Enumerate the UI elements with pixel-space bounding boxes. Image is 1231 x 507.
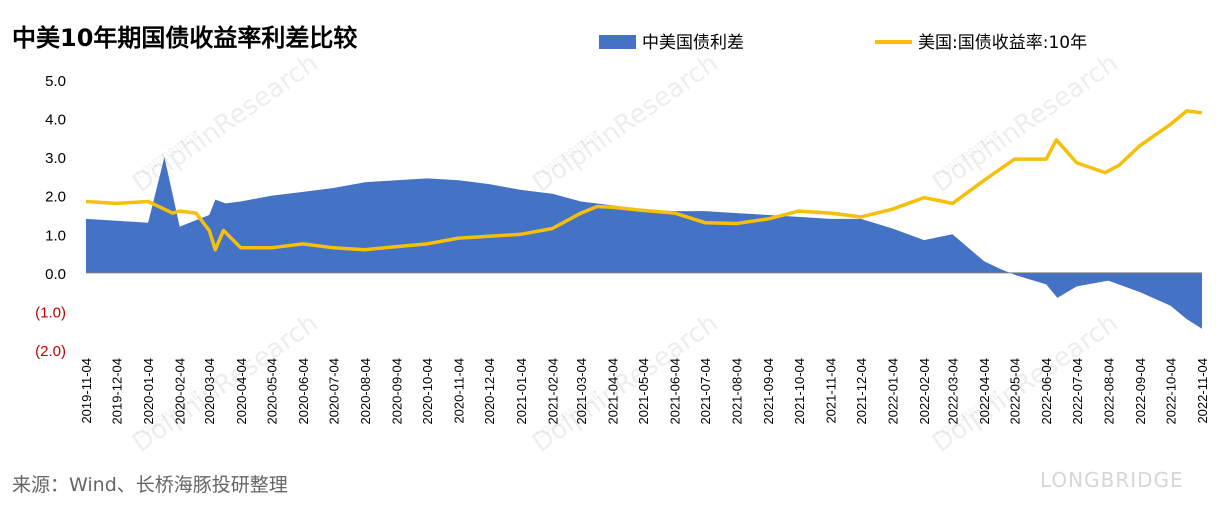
- x-tick-label: 2021-01-04: [514, 358, 529, 425]
- watermark-text: DolphinResearch: [527, 48, 724, 198]
- spread-area: [86, 157, 1202, 329]
- x-tick-label: 2022-08-04: [1101, 358, 1116, 425]
- y-axis: 5.0 4.0 3.0 2.0 1.0 0.0 (1.0) (2.0): [35, 73, 66, 360]
- chart-title: 中美10年期国债收益率利差比较: [12, 24, 358, 52]
- x-tick-label: 2022-07-04: [1070, 358, 1085, 425]
- x-tick-label: 2021-03-04: [574, 358, 589, 425]
- x-tick-label: 2022-10-04: [1163, 358, 1178, 425]
- x-tick-label: 2020-12-04: [482, 358, 497, 425]
- source-note: 来源：Wind、长桥海豚投研整理: [12, 474, 288, 496]
- y-tick-label: 2.0: [45, 189, 66, 206]
- x-tick-label: 2019-11-04: [79, 358, 94, 424]
- x-tick-label: 2021-07-04: [698, 358, 713, 425]
- y-tick-label: 0.0: [45, 266, 66, 283]
- x-tick-label: 2021-09-04: [761, 358, 776, 425]
- x-tick-label: 2020-08-04: [358, 358, 373, 425]
- x-tick-label: 2021-11-04: [823, 358, 838, 424]
- x-tick-label: 2022-02-04: [917, 358, 932, 425]
- x-tick-label: 2021-08-04: [730, 358, 745, 425]
- x-tick-label: 2020-01-04: [141, 358, 156, 425]
- x-tick-label: 2022-05-04: [1008, 358, 1023, 425]
- longbridge-logo-watermark: LONGBRIDGE: [1040, 468, 1184, 492]
- x-tick-label: 2021-06-04: [668, 358, 683, 425]
- x-tick-label: 2021-02-04: [545, 358, 560, 425]
- x-tick-label: 2021-10-04: [792, 358, 807, 425]
- x-axis: 2019-11-04 2019-12-04 2020-01-04 2020-02-04…: [79, 358, 1210, 425]
- x-tick-label: 2020-06-04: [296, 358, 311, 425]
- watermark-text: DolphinResearch: [127, 308, 324, 458]
- y-tick-label: (1.0): [35, 304, 66, 321]
- legend: 中美国债利差 美国:国债收益率:10年: [599, 33, 1087, 53]
- x-tick-label: 2021-05-04: [636, 358, 651, 425]
- legend-label-us10y: 美国:国债收益率:10年: [918, 33, 1087, 53]
- x-tick-label: 2020-03-04: [202, 358, 217, 425]
- x-tick-label: 2021-12-04: [854, 358, 869, 425]
- x-tick-label: 2022-04-04: [977, 358, 992, 425]
- legend-label-spread: 中美国债利差: [642, 33, 744, 53]
- x-tick-label: 2020-04-04: [234, 358, 249, 425]
- watermark-text: DolphinResearch: [127, 48, 324, 198]
- x-tick-label: 2021-04-04: [605, 358, 620, 425]
- y-tick-label: 1.0: [45, 227, 66, 244]
- x-tick-label: 2022-01-04: [885, 358, 900, 425]
- y-tick-label: 3.0: [45, 150, 66, 167]
- x-tick-label: 2020-10-04: [420, 358, 435, 425]
- x-tick-label: 2020-11-04: [452, 358, 467, 424]
- x-tick-label: 2022-03-04: [946, 358, 961, 425]
- x-tick-label: 2020-07-04: [326, 358, 341, 425]
- legend-swatch-spread: [599, 35, 636, 49]
- y-tick-label: (2.0): [35, 343, 66, 360]
- x-tick-label: 2020-05-04: [264, 358, 279, 425]
- us10y-line: [85, 109, 1203, 252]
- x-tick-label: 2019-12-04: [110, 358, 125, 425]
- y-tick-label: 5.0: [45, 73, 66, 90]
- x-tick-label: 2020-02-04: [173, 358, 188, 425]
- x-tick-label: 2022-09-04: [1133, 358, 1148, 425]
- watermark-text: DolphinResearch: [927, 48, 1124, 198]
- x-tick-label: 2020-09-04: [390, 358, 405, 425]
- x-tick-label: 2022-11-04: [1195, 358, 1210, 424]
- y-tick-label: 4.0: [45, 112, 66, 129]
- plot-area: [85, 109, 1203, 329]
- x-tick-label: 2022-06-04: [1039, 358, 1054, 425]
